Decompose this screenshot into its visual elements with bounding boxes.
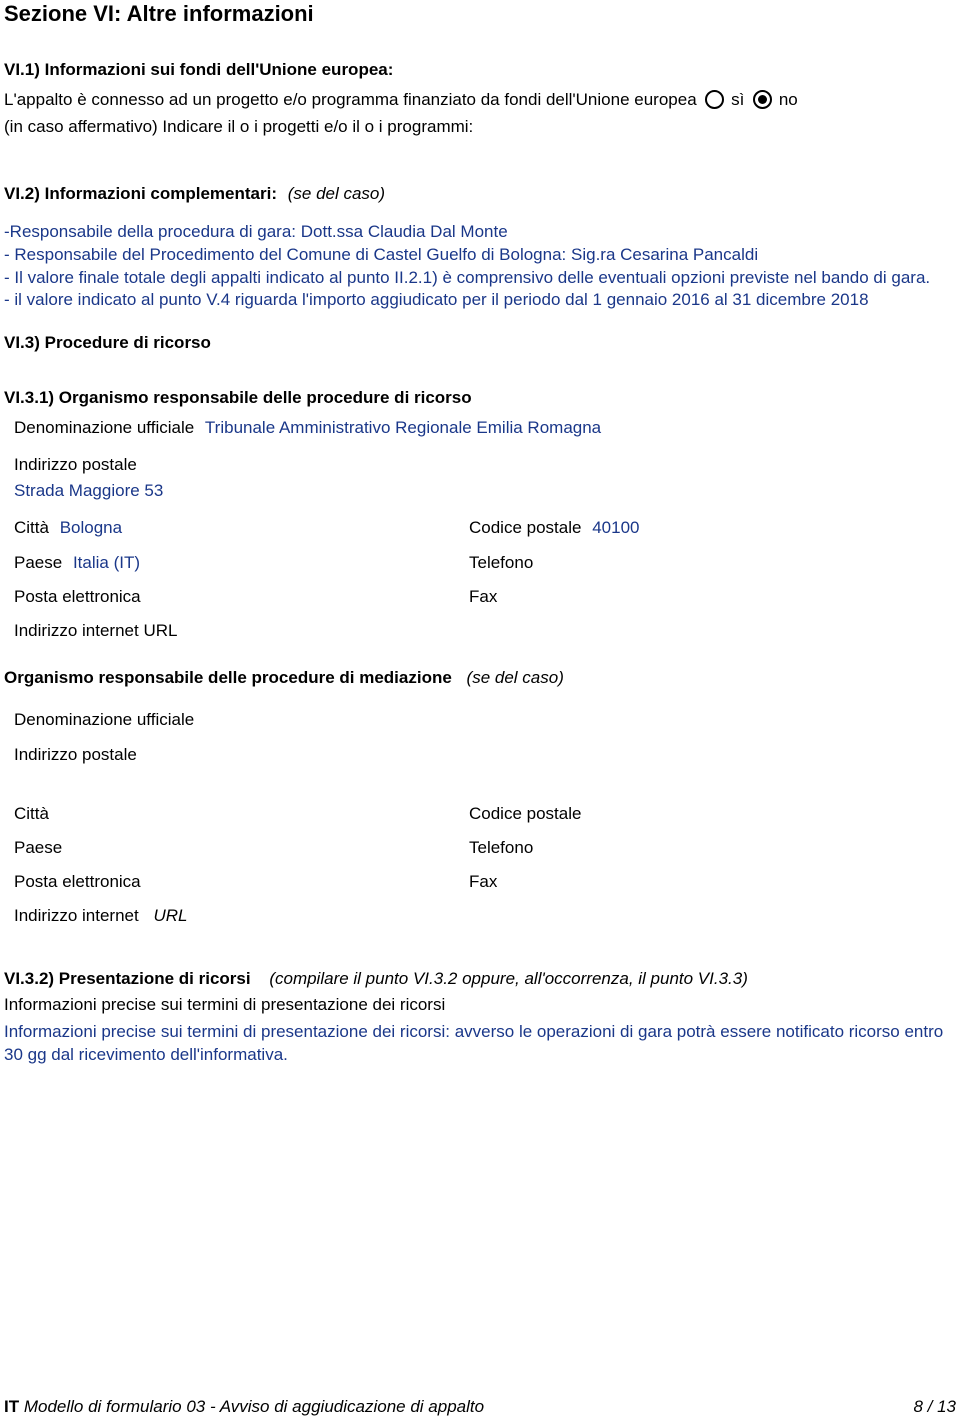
med-codice-label: Codice postale [469, 804, 581, 823]
footer-lang: IT [4, 1397, 19, 1416]
vi1-line2: (in caso affermativo) Indicare il o i pr… [4, 116, 956, 139]
med-url-label: Indirizzo internet [14, 906, 139, 925]
vi2-body: -Responsabile della procedura di gara: D… [4, 221, 956, 313]
denom-label: Denominazione ufficiale [14, 418, 194, 437]
page-footer: IT Modello di formulario 03 - Avviso di … [4, 1396, 956, 1418]
paese-label: Paese [14, 553, 62, 572]
vi1-no: no [779, 90, 798, 109]
codice-label: Codice postale [469, 518, 581, 537]
radio-no [753, 90, 772, 109]
med-citta-label: Città [14, 804, 49, 823]
vi1-yes: sì [731, 90, 744, 109]
footer-title: Modello di formulario 03 - Avviso di agg… [24, 1397, 484, 1416]
med-indirizzo-label: Indirizzo postale [14, 745, 137, 764]
vi1-heading: VI.1) Informazioni sui fondi dell'Unione… [4, 59, 956, 81]
fax-label: Fax [469, 587, 497, 606]
mediazione-hint: (se del caso) [467, 668, 564, 687]
med-telefono-label: Telefono [469, 838, 533, 857]
posta-label: Posta elettronica [14, 587, 141, 606]
med-denom-label: Denominazione ufficiale [14, 710, 194, 729]
vi1-line1-row: L'appalto è connesso ad un progetto e/o … [4, 89, 956, 112]
section-vi-title: Sezione VI: Altre informazioni [4, 0, 956, 29]
vi2-hint: (se del caso) [288, 184, 385, 203]
med-posta-label: Posta elettronica [14, 872, 141, 891]
vi32-heading: VI.3.2) Presentazione di ricorsi [4, 969, 251, 988]
indirizzo-label: Indirizzo postale [14, 455, 137, 474]
med-paese-label: Paese [14, 838, 62, 857]
vi32-line1: Informazioni precise sui termini di pres… [4, 994, 956, 1017]
vi31-heading: VI.3.1) Organismo responsabile delle pro… [4, 387, 956, 409]
vi1-line1: L'appalto è connesso ad un progetto e/o … [4, 90, 697, 109]
citta-value: Bologna [60, 518, 122, 537]
telefono-label: Telefono [469, 553, 533, 572]
med-fax-label: Fax [469, 872, 497, 891]
paese-value: Italia (IT) [73, 553, 140, 572]
footer-page: 8 / 13 [913, 1396, 956, 1418]
url-label: Indirizzo internet URL [14, 621, 177, 640]
radio-yes [705, 90, 724, 109]
indirizzo-value: Strada Maggiore 53 [14, 480, 956, 503]
med-url-hint: URL [153, 906, 187, 925]
mediazione-heading: Organismo responsabile delle procedure d… [4, 668, 452, 687]
denom-value: Tribunale Amministrativo Regionale Emili… [205, 418, 601, 437]
codice-value: 40100 [592, 518, 639, 537]
vi2-heading: VI.2) Informazioni complementari: [4, 184, 277, 203]
vi3-heading: VI.3) Procedure di ricorso [4, 332, 956, 354]
vi32-body: Informazioni precise sui termini di pres… [4, 1021, 956, 1067]
citta-label: Città [14, 518, 49, 537]
vi32-hint: (compilare il punto VI.3.2 oppure, all'o… [269, 969, 748, 988]
